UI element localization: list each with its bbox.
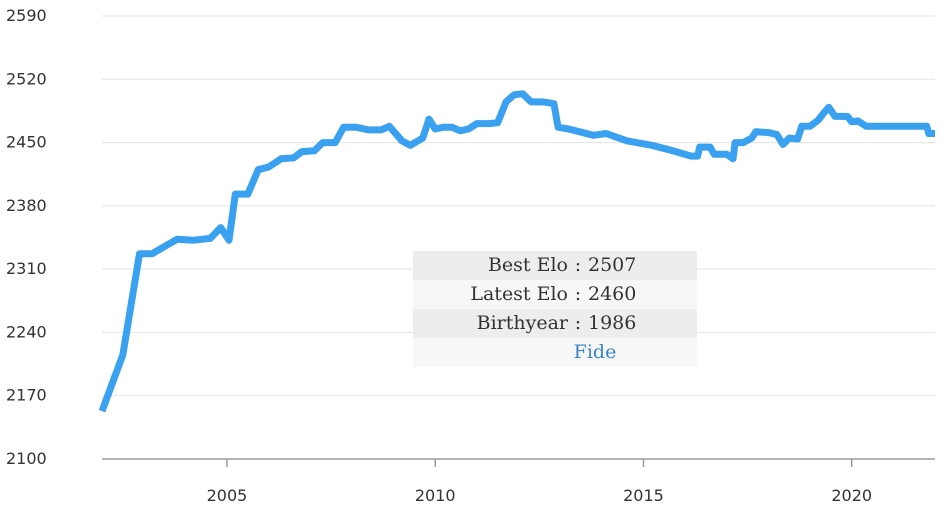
y-tick-label-2450: 2450 bbox=[6, 133, 47, 152]
y-tick-label-2380: 2380 bbox=[6, 196, 47, 215]
birthyear-value: 1986 bbox=[588, 312, 637, 334]
y-tick-label-2520: 2520 bbox=[6, 69, 47, 88]
y-tick-label-2240: 2240 bbox=[6, 322, 47, 341]
x-tick-labels: 2005 2010 2015 2020 bbox=[207, 486, 872, 505]
x-tick-label-2005: 2005 bbox=[207, 486, 248, 505]
y-tick-label-2100: 2100 bbox=[6, 449, 47, 468]
player-info-box: Best Elo : 2507 Latest Elo : 2460 Birthy… bbox=[413, 251, 697, 367]
elo-series-line-0 bbox=[98, 90, 935, 413]
x-tick-label-2015: 2015 bbox=[623, 486, 664, 505]
series-layer bbox=[98, 90, 935, 413]
latest-elo-row: Latest Elo : 2460 bbox=[413, 280, 697, 309]
y-tick-label-2310: 2310 bbox=[6, 259, 47, 278]
x-tick-label-2010: 2010 bbox=[415, 486, 456, 505]
x-tick-label-2020: 2020 bbox=[831, 486, 872, 505]
y-tick-labels: 2100 2170 2240 2310 2380 2450 2520 2590 bbox=[6, 6, 47, 468]
fide-row: Fide bbox=[413, 338, 697, 367]
best-elo-label: Best Elo bbox=[487, 254, 568, 276]
birthyear-label: Birthyear bbox=[476, 312, 568, 334]
best-elo-row: Best Elo : 2507 bbox=[413, 251, 697, 280]
fide-link[interactable]: Fide bbox=[573, 341, 617, 363]
y-tick-label-2170: 2170 bbox=[6, 386, 47, 405]
best-elo-value: 2507 bbox=[588, 254, 637, 276]
axes bbox=[102, 458, 935, 467]
y-tick-label-2590: 2590 bbox=[6, 6, 47, 25]
latest-elo-value: 2460 bbox=[588, 283, 637, 305]
birthyear-separator: : bbox=[574, 312, 582, 334]
latest-elo-label: Latest Elo bbox=[470, 283, 568, 305]
best-elo-separator: : bbox=[574, 254, 582, 276]
birthyear-row: Birthyear : 1986 bbox=[413, 309, 697, 338]
latest-elo-separator: : bbox=[574, 283, 582, 305]
